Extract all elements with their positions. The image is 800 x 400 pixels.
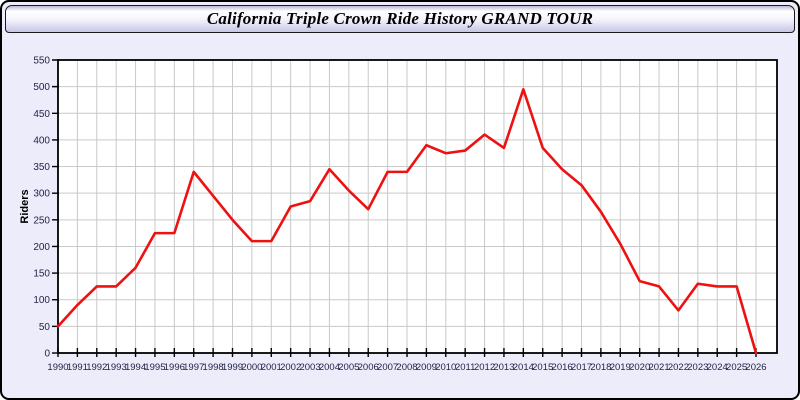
x-tick-label: 2010 bbox=[435, 362, 456, 373]
x-tick-label: 2017 bbox=[571, 362, 592, 373]
y-tick-label: 50 bbox=[39, 322, 51, 333]
y-tick-label: 200 bbox=[33, 242, 50, 253]
y-tick-label: 550 bbox=[33, 56, 50, 67]
y-tick-label: 400 bbox=[33, 135, 50, 146]
x-tick-label: 1991 bbox=[67, 362, 88, 373]
title-bar: California Triple Crown Ride History GRA… bbox=[5, 5, 795, 33]
y-tick-label: 150 bbox=[33, 269, 50, 280]
x-tick-label: 2018 bbox=[590, 362, 611, 373]
x-tick-label: 2007 bbox=[377, 362, 398, 373]
x-tick-label: 2012 bbox=[474, 362, 495, 373]
y-tick-label: 100 bbox=[33, 295, 50, 306]
x-tick-label: 1993 bbox=[106, 362, 127, 373]
x-tick-label: 1996 bbox=[164, 362, 185, 373]
y-axis-label: Riders bbox=[19, 189, 31, 223]
x-tick-label: 1995 bbox=[144, 362, 165, 373]
y-tick-label: 250 bbox=[33, 215, 50, 226]
y-tick-label: 450 bbox=[33, 109, 50, 120]
x-tick-label: 2014 bbox=[513, 362, 534, 373]
plot-area bbox=[58, 60, 777, 353]
riders-series-line bbox=[56, 88, 758, 355]
x-tick-label: 2011 bbox=[455, 362, 475, 373]
x-tick-label: 2008 bbox=[396, 362, 417, 373]
x-tick-label: 2016 bbox=[552, 362, 573, 373]
x-tick-label: 2015 bbox=[532, 362, 553, 373]
y-tick-label: 350 bbox=[33, 162, 50, 173]
y-tick-label: 300 bbox=[33, 189, 50, 200]
x-tick-label: 1990 bbox=[47, 362, 68, 373]
x-tick-label: 1998 bbox=[203, 362, 224, 373]
x-tick-label: 2024 bbox=[707, 362, 728, 373]
x-tick-label: 2026 bbox=[745, 362, 766, 373]
x-tick-label: 1997 bbox=[183, 362, 204, 373]
x-tick-label: 2001 bbox=[261, 362, 282, 373]
x-tick-label: 2019 bbox=[610, 362, 631, 373]
plot-frame bbox=[57, 59, 778, 354]
x-tick-label: 2002 bbox=[280, 362, 301, 373]
x-tick-label: 1992 bbox=[86, 362, 107, 373]
x-tick-label: 2022 bbox=[668, 362, 689, 373]
y-tick-label: 500 bbox=[33, 82, 50, 93]
y-tick-label: 0 bbox=[44, 349, 50, 360]
x-tick-label: 2020 bbox=[629, 362, 650, 373]
x-tick-label: 2023 bbox=[687, 362, 708, 373]
x-tick-label: 2006 bbox=[358, 362, 379, 373]
x-tick-label: 2025 bbox=[726, 362, 747, 373]
x-tick-label: 2005 bbox=[338, 362, 359, 373]
x-tick-label: 2000 bbox=[241, 362, 262, 373]
chart-title: California Triple Crown Ride History GRA… bbox=[206, 9, 594, 28]
x-tick-label: 2021 bbox=[648, 362, 669, 373]
x-tick-label: 1994 bbox=[125, 362, 146, 373]
x-tick-label: 2004 bbox=[319, 362, 340, 373]
x-tick-label: 2013 bbox=[493, 362, 514, 373]
x-tick-label: 2009 bbox=[416, 362, 437, 373]
x-tick-label: 2003 bbox=[299, 362, 320, 373]
x-tick-label: 1999 bbox=[222, 362, 243, 373]
